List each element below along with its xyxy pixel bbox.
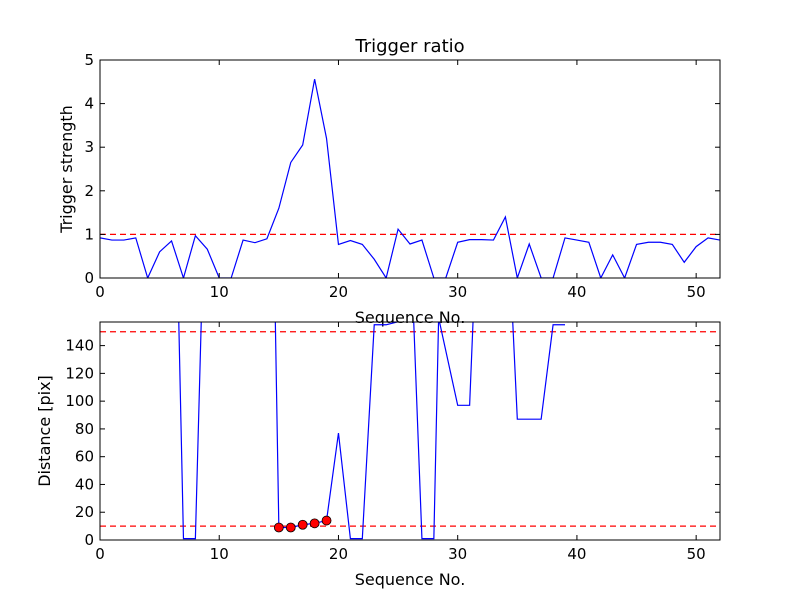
- y-tick-label: 0: [84, 531, 94, 549]
- plot-frame: [99, 59, 721, 279]
- y-tick-label: 120: [65, 364, 94, 382]
- x-tick-label: 50: [687, 545, 706, 563]
- data-point-marker: [273, 522, 284, 533]
- y-tick-label: 100: [65, 392, 94, 410]
- y-tick-label: 5: [84, 51, 94, 69]
- y-tick-label: 2: [84, 182, 94, 200]
- y-axis-label: Distance [pix]: [35, 375, 54, 487]
- y-tick-label: 80: [75, 420, 94, 438]
- x-tick-label: 20: [329, 545, 348, 563]
- y-tick-label: 20: [75, 503, 94, 521]
- y-tick-label: 0: [84, 269, 94, 287]
- data-point-marker: [285, 522, 296, 533]
- y-tick-label: 60: [75, 448, 94, 466]
- data-point-marker: [321, 515, 332, 526]
- chart-title: Trigger ratio: [354, 36, 464, 57]
- x-axis-label: Sequence No.: [355, 570, 466, 589]
- y-tick-label: 40: [75, 475, 94, 493]
- x-tick-label: 10: [210, 545, 229, 563]
- x-tick-label: 30: [448, 545, 467, 563]
- y-tick-label: 3: [84, 138, 94, 156]
- y-tick-label: 1: [84, 225, 94, 243]
- x-tick-label: 0: [95, 545, 105, 563]
- distance-chart: 0 10 20 30 40 50 0 20 40 60 80 100 120 140 Sequence N…: [35, 321, 721, 589]
- series-line: [178, 322, 565, 540]
- x-axis-label: Sequence No.: [355, 308, 466, 327]
- x-tick-label: 50: [687, 283, 706, 301]
- plot-frame: [99, 321, 721, 541]
- trigger-ratio-chart: Trigger ratio 0 10 20 30 40 50 0 1 2 3 4 5 Sequence…: [57, 36, 721, 327]
- series-line: [100, 79, 720, 278]
- x-tick-label: 40: [567, 283, 586, 301]
- x-tick-label: 20: [329, 283, 348, 301]
- data-point-marker: [297, 519, 308, 530]
- x-tick-label: 0: [95, 283, 105, 301]
- y-tick-label: 4: [84, 95, 94, 113]
- y-axis-label: Trigger strength: [57, 105, 76, 234]
- x-tick-label: 40: [567, 545, 586, 563]
- x-tick-label: 10: [210, 283, 229, 301]
- x-tick-label: 30: [448, 283, 467, 301]
- y-tick-label: 140: [65, 337, 94, 355]
- data-point-marker: [309, 518, 320, 529]
